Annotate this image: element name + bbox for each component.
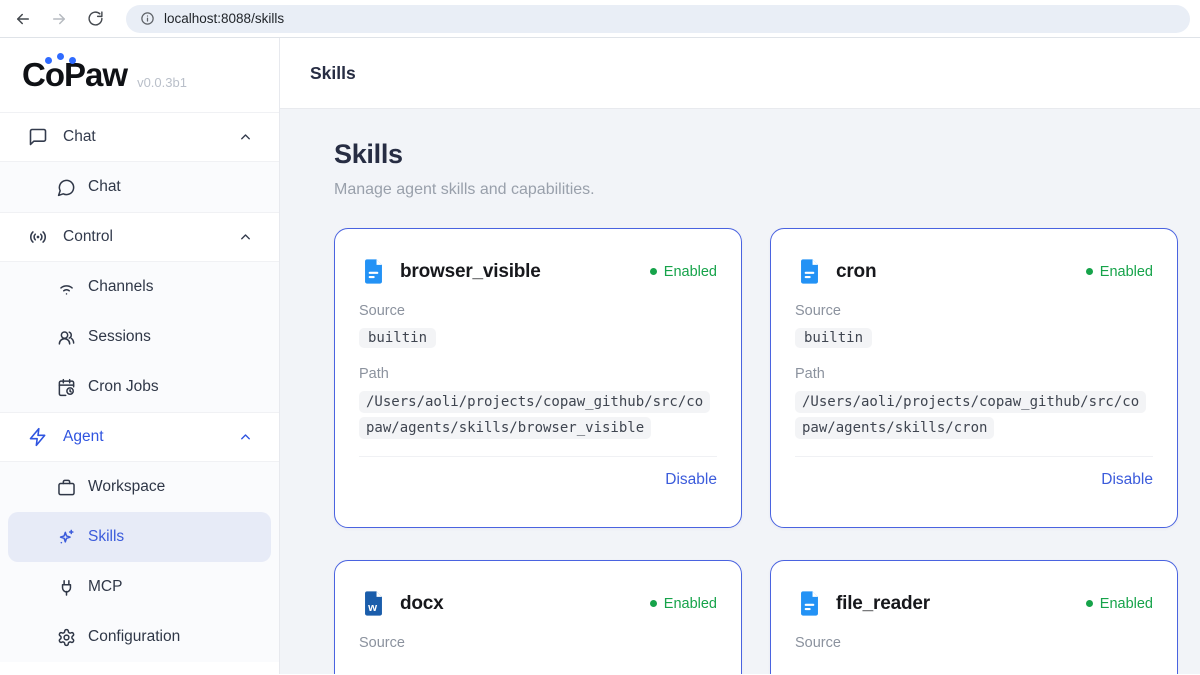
sidebar-item-cron-jobs[interactable]: Cron Jobs xyxy=(0,362,279,412)
plug-icon xyxy=(57,578,76,597)
browser-toolbar: localhost:8088/skills xyxy=(0,0,1200,38)
chevron-up-icon xyxy=(238,430,253,445)
reload-icon xyxy=(87,11,103,26)
main-area: Skills Skills Manage agent skills and ca… xyxy=(280,38,1200,674)
sparkles-icon xyxy=(57,528,76,547)
logo-block: CoPaw v0.0.3b1 xyxy=(0,38,279,112)
topbar-title: Skills xyxy=(310,62,356,83)
status-dot-icon xyxy=(649,268,657,275)
path-label: Path xyxy=(795,366,825,382)
word-doc-icon: w xyxy=(359,589,388,618)
address-bar[interactable]: localhost:8088/skills xyxy=(126,4,1190,33)
skill-name: file_reader xyxy=(836,592,930,614)
sidebar-item-workspace[interactable]: Workspace xyxy=(0,462,279,512)
status-badge: Enabled xyxy=(1085,596,1153,612)
calendar-clock-icon xyxy=(57,378,76,397)
broadcast-icon xyxy=(28,227,48,247)
message-square-icon xyxy=(28,127,48,147)
source-label: Source xyxy=(795,635,841,651)
back-button[interactable] xyxy=(8,4,38,34)
chevron-up-icon xyxy=(238,230,253,245)
sidebar-item-channels[interactable]: Channels xyxy=(0,262,279,312)
source-label: Source xyxy=(359,303,405,319)
sidebar: CoPaw v0.0.3b1 Chat Chat xyxy=(0,38,280,674)
arrow-right-icon xyxy=(53,13,65,24)
sidebar-item-skills[interactable]: Skills xyxy=(8,512,271,562)
page-title: Skills xyxy=(334,139,403,169)
status-badge: Enabled xyxy=(649,264,717,280)
zap-icon xyxy=(28,427,48,447)
path-value: /Users/aoli/projects/copaw_github/src/co… xyxy=(359,391,711,439)
source-label: Source xyxy=(795,303,841,319)
skill-name: docx xyxy=(400,592,444,614)
svg-text:w: w xyxy=(367,602,377,614)
sidebar-item-sessions[interactable]: Sessions xyxy=(0,312,279,362)
path-value: /Users/aoli/projects/copaw_github/src/co… xyxy=(795,391,1147,439)
status-dot-icon xyxy=(649,600,657,607)
skill-card-file-reader: file_reader Enabled Source xyxy=(770,560,1178,674)
source-label: Source xyxy=(359,635,405,651)
skill-card-docx: w docx Enabled Source xyxy=(334,560,742,674)
source-value: builtin xyxy=(359,328,437,348)
chat-sub-list: Chat xyxy=(0,162,279,212)
agent-sub-list: Workspace Skills MCP Configuration xyxy=(0,462,279,662)
info-icon xyxy=(141,12,154,25)
disable-button[interactable]: Disable xyxy=(1101,471,1153,488)
skill-card-cron: cron Enabled Source builtin Path /Users/… xyxy=(770,228,1178,528)
sidebar-item-mcp[interactable]: MCP xyxy=(0,562,279,612)
gear-icon xyxy=(57,628,76,647)
briefcase-icon xyxy=(57,478,76,497)
section-header-control[interactable]: Control xyxy=(0,212,279,262)
users-icon xyxy=(57,328,76,347)
control-sub-list: Channels Sessions Cron Jobs xyxy=(0,262,279,412)
paw-dots-icon xyxy=(45,53,76,64)
skills-grid: browser_visible Enabled Source builtin P… xyxy=(334,228,1179,674)
wifi-icon xyxy=(57,278,76,297)
section-header-agent[interactable]: Agent xyxy=(0,412,279,462)
sidebar-item-configuration[interactable]: Configuration xyxy=(0,612,279,662)
divider xyxy=(795,456,1153,457)
page-subtitle: Manage agent skills and capabilities. xyxy=(334,181,595,198)
status-dot-icon xyxy=(1085,268,1093,275)
content: Skills Manage agent skills and capabilit… xyxy=(280,109,1200,674)
arrow-left-icon xyxy=(17,13,29,24)
file-text-icon xyxy=(795,257,824,286)
divider xyxy=(359,456,717,457)
url-text: localhost:8088/skills xyxy=(164,11,285,26)
file-text-icon xyxy=(359,257,388,286)
reload-button[interactable] xyxy=(80,4,110,34)
message-circle-icon xyxy=(57,178,76,197)
section-header-chat[interactable]: Chat xyxy=(0,112,279,162)
forward-button[interactable] xyxy=(44,4,74,34)
status-dot-icon xyxy=(1085,600,1093,607)
source-value: builtin xyxy=(795,328,873,348)
topbar: Skills xyxy=(280,38,1200,109)
disable-button[interactable]: Disable xyxy=(665,471,717,488)
status-badge: Enabled xyxy=(1085,264,1153,280)
file-text-icon xyxy=(795,589,824,618)
skill-name: cron xyxy=(836,260,877,282)
copaw-logo: CoPaw xyxy=(22,53,128,94)
chevron-up-icon xyxy=(238,130,253,145)
version-label: v0.0.3b1 xyxy=(137,74,187,90)
status-badge: Enabled xyxy=(649,596,717,612)
sidebar-item-chat[interactable]: Chat xyxy=(0,162,279,212)
skill-name: browser_visible xyxy=(400,260,541,282)
skill-card-browser-visible: browser_visible Enabled Source builtin P… xyxy=(334,228,742,528)
path-label: Path xyxy=(359,366,389,382)
